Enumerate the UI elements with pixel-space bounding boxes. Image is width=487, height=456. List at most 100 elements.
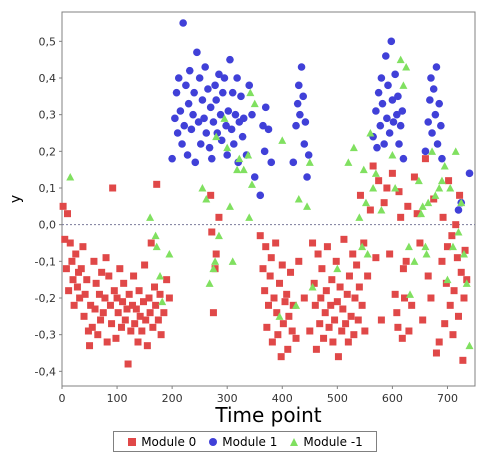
module-0-point: [439, 213, 447, 221]
module-0-point: [424, 272, 432, 280]
module-1-point: [389, 118, 398, 126]
module-minus-1-point: [446, 184, 455, 192]
module-0-point: [163, 276, 171, 284]
module-0-point: [261, 287, 269, 295]
module-0-point: [215, 213, 223, 221]
module-0-point: [334, 353, 342, 361]
module-1-point: [426, 96, 434, 104]
module-0-point: [152, 301, 160, 309]
module-0-point: [288, 327, 296, 335]
legend: Module 0 Module 1 Module -1: [113, 431, 377, 452]
module-minus-1-point: [246, 88, 255, 97]
module-0-point: [404, 202, 412, 210]
module-0-point: [142, 316, 150, 324]
module-0-point: [154, 316, 162, 324]
module-1-point: [303, 173, 311, 181]
module-minus-1-point: [228, 257, 237, 265]
module-1-point: [385, 129, 394, 137]
module-0-point: [272, 239, 280, 247]
legend-label: Module -1: [303, 434, 363, 449]
module-0-point: [59, 202, 67, 210]
module-1-point: [237, 92, 245, 101]
module-minus-1-point: [462, 279, 471, 287]
module-minus-1-point: [406, 290, 415, 298]
module-minus-1-point: [437, 176, 446, 185]
module-0-point: [283, 290, 291, 298]
module-0-point: [460, 294, 468, 302]
module-0-point: [256, 232, 264, 240]
module-minus-1-point: [344, 158, 353, 166]
module-1-point: [220, 74, 229, 82]
module-1-point: [381, 52, 390, 60]
module-1-point: [431, 110, 440, 119]
module-minus-1-point: [402, 63, 411, 71]
module-1-point: [261, 103, 270, 112]
module-0-point: [127, 327, 135, 335]
module-1-point: [198, 96, 207, 104]
module-0-point: [397, 213, 405, 221]
module-1-point: [393, 110, 401, 119]
module-1-point: [184, 99, 193, 108]
module-0-point: [92, 279, 100, 287]
module-0-point: [435, 338, 443, 346]
module-minus-1-point: [250, 99, 259, 108]
x-tick-label: 600: [382, 392, 403, 405]
module-1-point: [438, 154, 446, 163]
module-0-point: [456, 191, 464, 199]
module-0-point: [153, 180, 161, 188]
module-0-point: [276, 279, 284, 287]
module-0-point: [65, 287, 73, 295]
module-0-point: [131, 320, 139, 328]
module-1-point: [250, 173, 259, 181]
module-1-point: [227, 125, 236, 134]
module-0-point: [287, 268, 295, 276]
module-0-point: [356, 191, 364, 199]
module-0-point: [427, 294, 435, 302]
module-0-point: [277, 353, 285, 361]
module-0-point: [355, 283, 363, 291]
module-minus-1-point: [443, 275, 452, 284]
module-1-point: [399, 154, 408, 163]
module-minus-1-point: [146, 213, 155, 221]
module-1-point: [294, 81, 303, 90]
module-minus-1-point: [245, 213, 254, 221]
module-1-point: [189, 110, 197, 119]
module-minus-1-point: [247, 180, 256, 188]
module-0-point: [70, 301, 78, 309]
module-1-point: [212, 96, 220, 104]
legend-label: Module 1: [222, 434, 278, 449]
module-minus-1-point: [333, 264, 342, 273]
module-0-point: [309, 239, 317, 247]
module-1-point: [222, 121, 230, 130]
module-1-point: [398, 107, 407, 115]
module-0-point: [143, 342, 151, 350]
module-1-point: [176, 107, 185, 115]
module-0-point: [91, 305, 99, 313]
module-0-point: [339, 305, 347, 313]
module-0-point: [62, 265, 70, 273]
module-minus-1-point: [205, 279, 214, 287]
module-0-point: [349, 250, 357, 258]
module-0-point: [345, 272, 353, 280]
module-1-point: [391, 70, 399, 79]
module-0-point: [442, 279, 450, 287]
module-1-point: [304, 151, 313, 159]
module-1-point: [388, 96, 397, 104]
module-0-point: [123, 305, 131, 313]
x-axis-ticks: 0 100 200 300 400 500 600 700: [59, 386, 458, 405]
module-0-point: [156, 290, 164, 298]
module-1-point: [424, 118, 432, 126]
module-0-point: [112, 334, 120, 342]
y-tick-label: 0,1: [39, 182, 57, 195]
module-0-point: [103, 338, 111, 346]
module-0-point: [262, 243, 270, 251]
module-1-point: [182, 81, 190, 90]
module-minus-1-point: [366, 129, 375, 137]
module-1-point: [421, 147, 430, 156]
module-0-point: [77, 265, 85, 273]
module-1-point: [267, 158, 276, 167]
y-tick-label: 0,3: [39, 109, 57, 122]
module-0-point: [295, 257, 303, 265]
module-0-point: [105, 272, 113, 280]
module-0-point: [149, 323, 157, 331]
